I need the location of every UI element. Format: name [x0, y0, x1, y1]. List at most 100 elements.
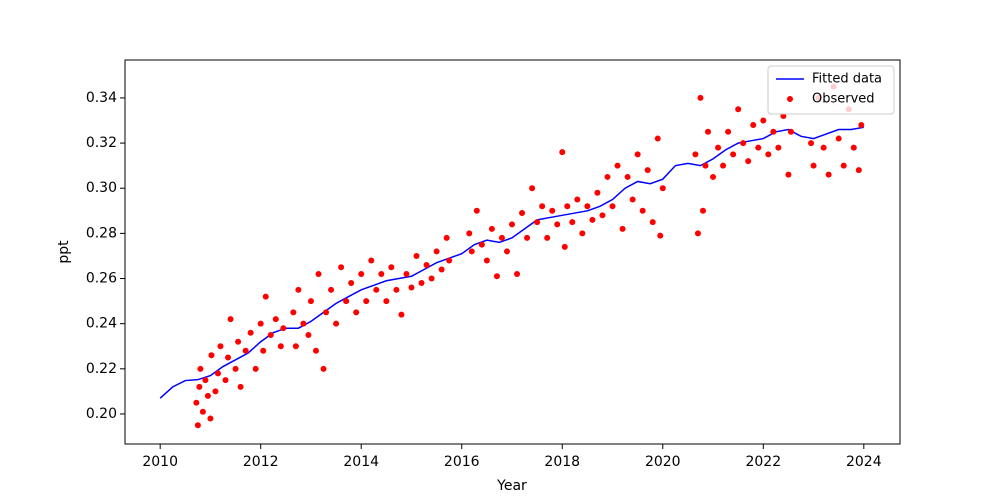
observed-point: [320, 365, 327, 372]
legend-label: Observed: [812, 92, 875, 107]
x-tick-label: 2016: [444, 454, 480, 470]
y-tick-label: 0.24: [86, 316, 117, 332]
observed-point: [393, 286, 400, 293]
observed-point: [388, 264, 395, 271]
observed-point: [247, 329, 254, 336]
observed-point: [217, 343, 224, 350]
observed-point: [260, 347, 267, 354]
observed-point: [614, 162, 621, 169]
observed-point: [305, 331, 312, 338]
observed-point: [735, 106, 742, 113]
observed-point: [408, 284, 415, 291]
y-tick-label: 0.30: [86, 180, 117, 196]
observed-point: [589, 216, 596, 223]
observed-point: [483, 257, 490, 264]
observed-point: [765, 151, 772, 158]
observed-point: [383, 298, 390, 305]
observed-point: [705, 128, 712, 135]
observed-point: [478, 241, 485, 248]
x-tick-label: 2018: [544, 454, 580, 470]
observed-point: [214, 370, 221, 377]
observed-point: [730, 151, 737, 158]
observed-point: [514, 271, 521, 278]
observed-point: [559, 149, 566, 156]
x-tick-label: 2024: [846, 454, 882, 470]
y-tick-label: 0.26: [86, 271, 117, 287]
observed-point: [850, 144, 857, 151]
observed-point: [858, 122, 865, 129]
observed-point: [561, 243, 568, 250]
y-axis-label: ppt: [56, 240, 72, 264]
observed-point: [212, 388, 219, 395]
observed-point: [468, 248, 475, 255]
observed-point: [755, 144, 762, 151]
observed-point: [519, 210, 526, 217]
legend-box: [767, 65, 895, 115]
observed-point: [272, 316, 279, 323]
observed-point: [267, 331, 274, 338]
observed-point: [808, 140, 815, 147]
observed-point: [775, 144, 782, 151]
observed-point: [368, 257, 375, 264]
observed-point: [443, 234, 450, 241]
observed-point: [280, 325, 287, 332]
observed-point: [290, 309, 297, 316]
observed-point: [338, 264, 345, 271]
y-tick-label: 0.34: [86, 90, 117, 106]
observed-point: [584, 203, 591, 210]
observed-point: [252, 365, 259, 372]
observed-point: [534, 219, 541, 226]
observed-point: [508, 221, 515, 228]
x-tick-label: 2022: [745, 454, 781, 470]
observed-point: [199, 408, 206, 415]
observed-point: [323, 309, 330, 316]
observed-point: [634, 151, 641, 158]
observed-point: [498, 234, 505, 241]
legend-marker: [787, 96, 793, 102]
observed-point: [835, 135, 842, 142]
observed-point: [423, 261, 430, 268]
observed-point: [428, 275, 435, 282]
observed-point: [232, 365, 239, 372]
observed-point: [398, 311, 405, 318]
x-tick-label: 2020: [645, 454, 681, 470]
observed-point: [300, 320, 307, 327]
observed-point: [473, 207, 480, 214]
observed-point: [413, 252, 420, 259]
observed-point: [604, 173, 611, 180]
observed-point: [207, 415, 214, 422]
observed-point: [315, 271, 322, 278]
observed-point: [564, 203, 571, 210]
observed-point: [649, 219, 656, 226]
observed-point: [237, 383, 244, 390]
observed-point: [659, 185, 666, 192]
x-tick-label: 2012: [243, 454, 279, 470]
observed-point: [348, 280, 355, 287]
observed-point: [609, 203, 616, 210]
observed-point: [493, 273, 500, 280]
observed-point: [692, 151, 699, 158]
observed-point: [629, 196, 636, 203]
observed-point: [225, 354, 232, 361]
observed-point: [760, 117, 767, 124]
observed-point: [810, 162, 817, 169]
observed-point: [787, 128, 794, 135]
observed-point: [295, 286, 302, 293]
observed-point: [373, 286, 380, 293]
observed-point: [363, 298, 370, 305]
observed-point: [624, 173, 631, 180]
observed-point: [720, 162, 727, 169]
plot-frame: [124, 59, 901, 445]
observed-point: [257, 320, 264, 327]
y-tick-label: 0.22: [86, 361, 117, 377]
observed-point: [554, 221, 561, 228]
observed-point: [208, 352, 215, 359]
observed-point: [855, 167, 862, 174]
observed-point: [745, 158, 752, 165]
observed-point: [825, 171, 832, 178]
observed-point: [307, 298, 314, 305]
observed-point: [466, 230, 473, 237]
observed-point: [503, 248, 510, 255]
observed-point: [654, 135, 661, 142]
observed-point: [619, 225, 626, 232]
